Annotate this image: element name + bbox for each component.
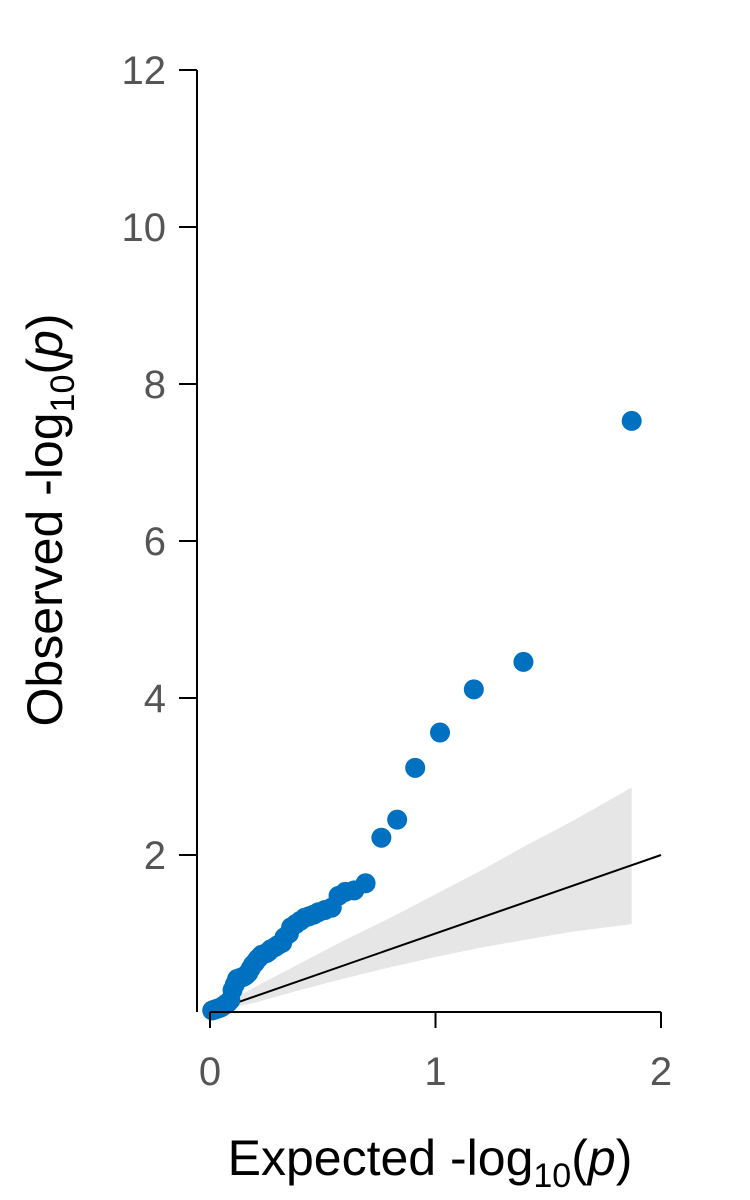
x-tick-label: 1 bbox=[424, 1050, 446, 1094]
confidence-band bbox=[221, 787, 632, 1010]
data-point bbox=[387, 809, 408, 830]
x-tick-label: 2 bbox=[650, 1050, 672, 1094]
y-tick-label: 2 bbox=[144, 834, 166, 878]
y-tick-label: 12 bbox=[122, 49, 167, 93]
x-axis-title: Expected -log10(p) bbox=[228, 1130, 633, 1195]
data-point bbox=[621, 410, 642, 431]
confidence-band-layer bbox=[221, 787, 632, 1010]
y-tick-label: 4 bbox=[144, 677, 166, 721]
data-point bbox=[405, 757, 426, 778]
y-tick-label: 8 bbox=[144, 363, 166, 407]
data-point bbox=[371, 827, 392, 848]
x-tick-label: 0 bbox=[199, 1050, 221, 1094]
data-point bbox=[463, 679, 484, 700]
reference-line-layer bbox=[209, 854, 662, 1013]
y-tick-label: 10 bbox=[122, 206, 167, 250]
data-point bbox=[430, 722, 451, 743]
reference-line bbox=[209, 854, 662, 1013]
data-point bbox=[513, 651, 534, 672]
axes-layer bbox=[179, 69, 662, 1028]
data-points-layer bbox=[202, 410, 642, 1021]
y-tick-label: 6 bbox=[144, 520, 166, 564]
y-axis-title: Observed -log10(p) bbox=[17, 314, 82, 727]
data-point bbox=[202, 1000, 223, 1021]
